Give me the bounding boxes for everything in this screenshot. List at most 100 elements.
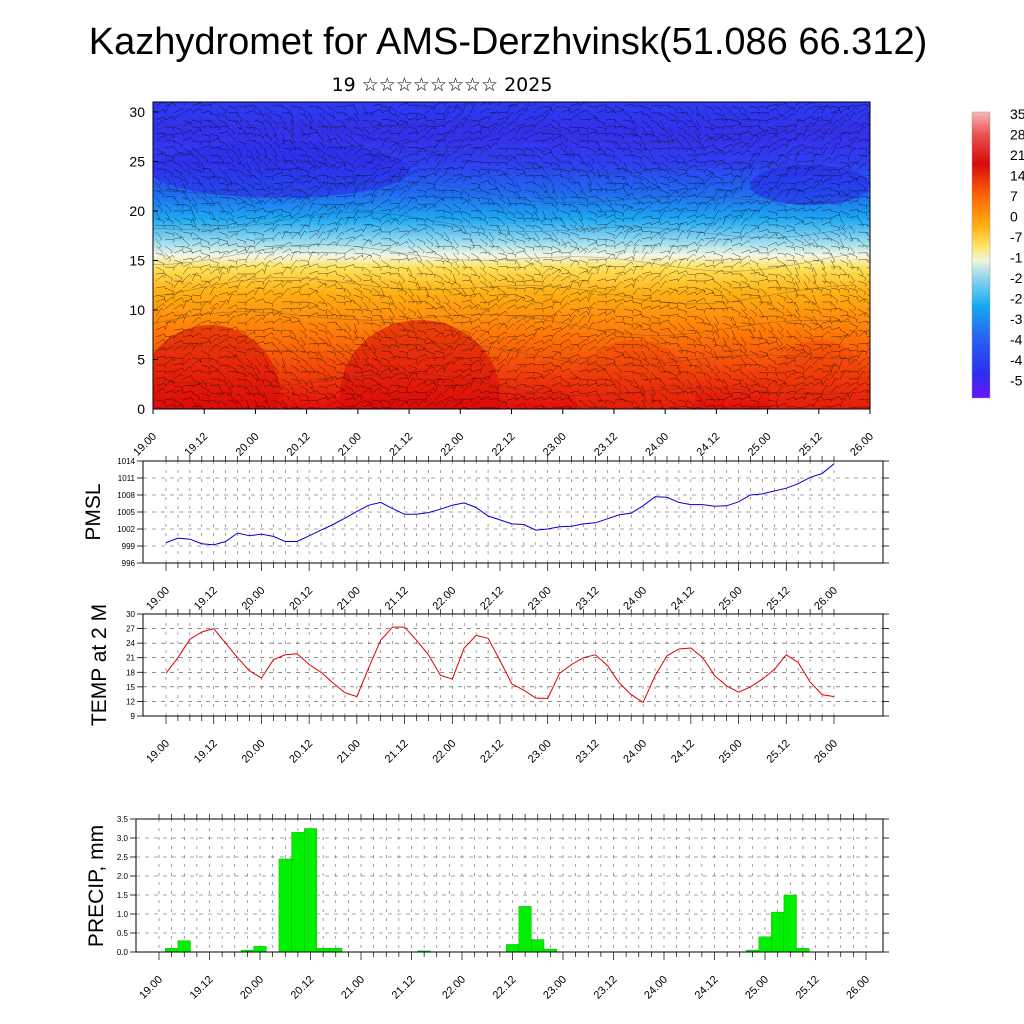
y-tick-label: 2.5	[117, 853, 129, 862]
x-tick-label: 22.00	[430, 738, 458, 766]
y-tick-label: 999	[122, 542, 136, 551]
cross-section-panel: 0 5 10 15 20 25 30 19.00 19.12 20.00 20.12 21.00 21…	[129, 101, 876, 459]
colorbar-label: 7	[1010, 188, 1018, 204]
x-tick-label: 20.12	[285, 431, 313, 459]
y-tick-label: 1014	[117, 457, 135, 466]
precip-bar	[783, 894, 797, 953]
x-tick-label: 21.12	[383, 738, 411, 766]
y-tick-label: 1002	[117, 525, 135, 534]
precip-frame	[135, 818, 884, 953]
colorbar-label: 21	[1010, 147, 1024, 163]
x-tick-label: 24.12	[669, 738, 697, 766]
cold-core	[750, 165, 870, 205]
wind-barb-strokes	[155, 102, 870, 409]
precip-axis-ticks: 0.0 0.5 1.0 1.5 2.0 2.5 3.0 3.5 19.00 19.12 20.00 2…	[117, 814, 889, 1002]
colorbar-label: -1	[1010, 250, 1023, 266]
x-tick-label: 25.00	[717, 585, 745, 613]
pmsl-panel: 996 999 1002 1005 1008 1011 1014 19.00 19.12 20.0…	[82, 456, 889, 613]
x-tick-label: 25.00	[746, 431, 774, 459]
precip-bar	[771, 911, 785, 953]
y-tick-label: 15	[126, 683, 135, 692]
cross-section-y-ticks: 0 5 10 15 20 25 30	[129, 104, 158, 417]
colorbar-label: -2	[1010, 291, 1023, 307]
x-tick-label: 25.12	[794, 974, 822, 1002]
x-tick-label: 21.00	[336, 431, 364, 459]
pmsl-series-line	[165, 463, 835, 546]
warm-core	[153, 325, 280, 409]
y-tick-label: 15	[129, 252, 145, 268]
precip-bar	[506, 944, 520, 953]
x-tick-label: 23.12	[574, 738, 602, 766]
y-tick-label: 21	[126, 654, 135, 663]
precip-bar	[796, 948, 810, 953]
precip-bar	[278, 858, 292, 953]
precip-bar	[304, 828, 318, 953]
y-tick-label: 0.5	[117, 929, 129, 938]
y-tick-label: 1.0	[117, 910, 129, 919]
x-tick-label: 21.12	[387, 431, 415, 459]
precip-axis-label: PRECIP, mm	[85, 825, 108, 947]
x-tick-label: 22.00	[438, 431, 466, 459]
x-tick-label: 20.00	[238, 974, 266, 1002]
x-tick-label: 19.00	[144, 585, 172, 613]
precip-bar	[518, 906, 532, 953]
x-tick-label: 25.12	[764, 585, 792, 613]
precip-panel: 0.0 0.5 1.0 1.5 2.0 2.5 3.0 3.5 19.00 19.12 20.00 2…	[85, 814, 889, 1002]
y-tick-label: 0	[137, 401, 145, 417]
y-tick-label: 12	[126, 697, 135, 706]
colorbar-labels: 35 28 21 14 7 0 -7 -1 -2 -2 -3 -4 -4 -5	[1010, 106, 1024, 389]
page-title: Kazhydromet for AMS-Derzhvinsk(51.086 66…	[89, 21, 928, 63]
contour-lines	[153, 120, 854, 396]
pmsl-axis-label: PMSL	[82, 483, 105, 540]
colorbar-label: -2	[1010, 270, 1023, 286]
x-tick-label: 26.00	[812, 585, 840, 613]
x-tick-label: 20.12	[289, 974, 317, 1002]
precip-grid	[136, 818, 883, 953]
x-tick-label: 19.12	[192, 738, 220, 766]
x-tick-label: 19.00	[131, 431, 159, 459]
y-tick-label: 24	[126, 639, 135, 648]
temp-series-line	[165, 626, 835, 704]
x-tick-label: 23.00	[526, 585, 554, 613]
x-tick-label: 24.00	[642, 974, 670, 1002]
x-tick-label: 19.12	[188, 974, 216, 1002]
warm-core	[340, 320, 500, 409]
x-tick-label: 24.00	[621, 585, 649, 613]
colorbar-label: -3	[1010, 311, 1023, 327]
x-tick-label: 23.12	[592, 431, 620, 459]
x-tick-label: 21.00	[335, 585, 363, 613]
colorbar-label: 28	[1010, 127, 1024, 143]
x-tick-label: 26.00	[812, 738, 840, 766]
y-tick-label: 25	[129, 153, 145, 169]
x-tick-label: 24.12	[693, 974, 721, 1002]
x-tick-label: 23.00	[526, 738, 554, 766]
x-tick-label: 22.00	[430, 585, 458, 613]
x-tick-label: 21.12	[383, 585, 411, 613]
x-tick-label: 19.00	[137, 974, 165, 1002]
precip-bar	[329, 948, 343, 953]
x-tick-label: 23.00	[541, 431, 569, 459]
x-tick-label: 21.00	[335, 738, 363, 766]
y-tick-label: 1.5	[117, 891, 129, 900]
y-tick-label: 0.0	[117, 948, 129, 957]
x-tick-label: 24.12	[695, 431, 723, 459]
y-tick-label: 30	[126, 610, 135, 619]
temp-panel: 9 12 15 18 21 24 27 30 19.00 19.12 20.00 20.12 21.00…	[88, 604, 889, 766]
x-tick-label: 25.00	[743, 974, 771, 1002]
x-tick-label: 22.12	[491, 974, 519, 1002]
colorbar-label: -4	[1010, 332, 1023, 348]
x-tick-label: 22.00	[440, 974, 468, 1002]
colorbar-label: 35	[1010, 106, 1024, 122]
x-tick-label: 25.12	[797, 431, 825, 459]
y-tick-label: 1011	[118, 474, 136, 483]
colorbar: 35 28 21 14 7 0 -7 -1 -2 -2 -3 -4 -4 -5	[971, 106, 1024, 399]
x-tick-label: 26.00	[848, 431, 876, 459]
x-tick-label: 23.12	[592, 974, 620, 1002]
colorbar-label: -4	[1010, 352, 1023, 368]
temp-axis-label: TEMP at 2 M	[88, 604, 111, 726]
x-tick-label: 22.12	[478, 585, 506, 613]
y-tick-label: 30	[129, 104, 145, 120]
colorbar-label: 14	[1010, 168, 1024, 184]
x-tick-label: 21.00	[339, 974, 367, 1002]
x-tick-label: 20.00	[240, 585, 268, 613]
